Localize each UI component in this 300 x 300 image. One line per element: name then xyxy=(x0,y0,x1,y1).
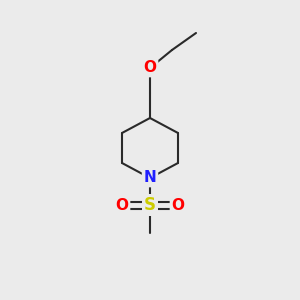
Text: O: O xyxy=(172,197,184,212)
Text: N: N xyxy=(144,170,156,185)
Text: O: O xyxy=(143,61,157,76)
Text: O: O xyxy=(116,197,128,212)
Text: S: S xyxy=(144,196,156,214)
